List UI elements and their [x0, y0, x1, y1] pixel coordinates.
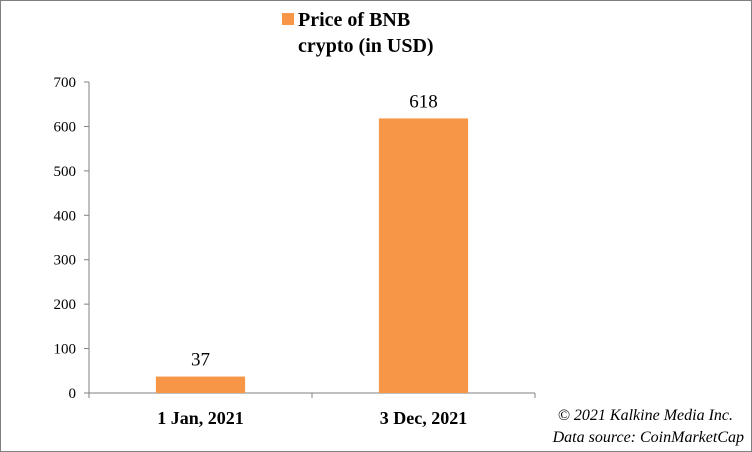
legend-text-line-2: crypto (in USD): [298, 35, 434, 57]
category-label: 3 Dec, 2021: [380, 408, 467, 428]
x-axis-ticks: [88, 393, 536, 398]
bars: [155, 118, 469, 393]
y-tick-label: 700: [54, 75, 77, 91]
y-tick-label: 100: [54, 342, 77, 358]
data-labels: 37 618: [191, 91, 438, 370]
y-tick-label: 600: [54, 119, 77, 135]
credit-copyright: © 2021 Kalkine Media Inc.: [558, 407, 733, 424]
bar: [378, 118, 469, 393]
y-tick-label: 300: [54, 253, 77, 269]
category-label: 1 Jan, 2021: [157, 408, 244, 428]
y-tick-label: 0: [69, 386, 77, 402]
y-axis-ticks: 0 100 200 300 400 500 600 700: [54, 75, 89, 402]
data-label: 618: [409, 91, 438, 112]
bar: [155, 376, 246, 393]
legend-swatch: [282, 13, 294, 25]
y-tick-label: 200: [54, 297, 77, 313]
credit-data-source: Data source: CoinMarketCap: [552, 429, 744, 446]
legend: Price of BNB crypto (in USD): [282, 9, 434, 57]
legend-text-line-1: Price of BNB: [298, 9, 410, 31]
category-labels: 1 Jan, 2021 3 Dec, 2021: [157, 408, 467, 428]
data-label: 37: [191, 350, 210, 371]
y-tick-label: 400: [54, 208, 77, 224]
y-tick-label: 500: [54, 164, 77, 180]
